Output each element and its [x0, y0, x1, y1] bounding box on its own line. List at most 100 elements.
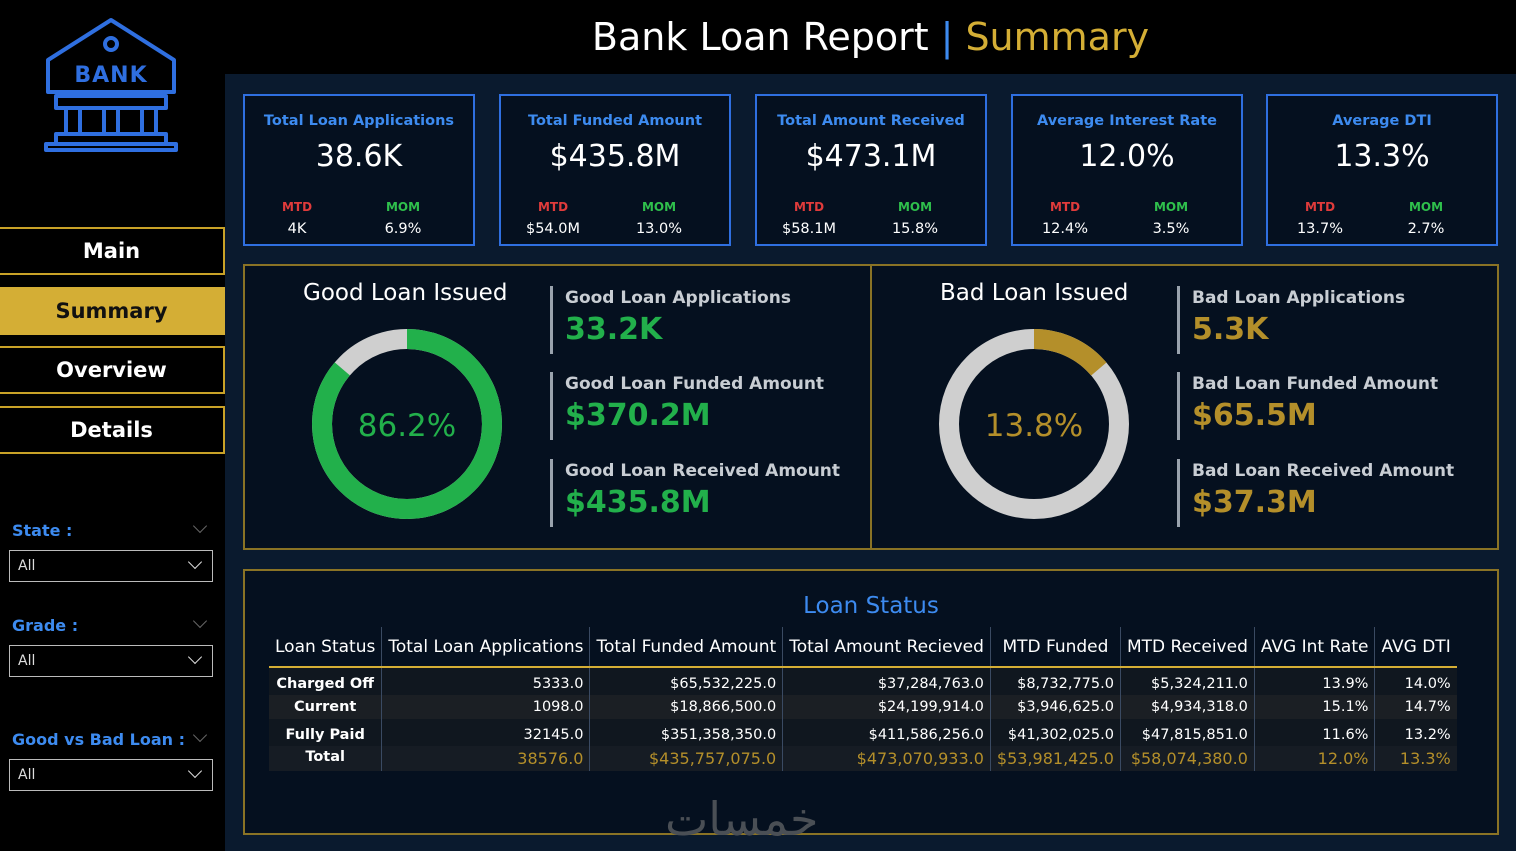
report-title: Bank Loan Report [591, 15, 929, 59]
kpi-card-avg-interest: Average Interest Rate 12.0% MTD MOM 12.4… [1011, 94, 1243, 246]
chevron-down-icon[interactable] [192, 613, 208, 629]
table-cell: $473,070,933.0 [782, 746, 991, 771]
bad-loan-applications-metric: Bad Loan Applications 5.3K [1177, 286, 1405, 354]
good-loan-applications-metric: Good Loan Applications 33.2K [550, 286, 791, 354]
table-cell: 13.3% [1374, 746, 1457, 771]
bad-loan-title: Bad Loan Issued [940, 280, 1129, 306]
kpi-mom-value: 13.0% [635, 221, 683, 237]
table-cell: $37,284,763.0 [782, 667, 991, 695]
kpi-mtd-value: 13.7% [1296, 221, 1344, 237]
kpi-value: 38.6K [315, 139, 403, 174]
logo-text: BANK [74, 63, 147, 88]
table-cell: Fully Paid [269, 719, 383, 746]
table-cell: $3,946,625.0 [990, 695, 1121, 719]
kpi-mom-value: 2.7% [1407, 221, 1445, 237]
column-header[interactable]: MTD Received [1120, 627, 1255, 668]
bad-loan-donut[interactable]: 13.8% [934, 324, 1134, 524]
table-cell: $58,074,380.0 [1120, 746, 1255, 771]
good-bad-filter-select[interactable]: All [9, 759, 213, 791]
table-cell: $8,732,775.0 [990, 667, 1121, 695]
grade-filter-select[interactable]: All [9, 645, 213, 677]
bad-loan-panel: Bad Loan Issued 13.8% Bad Loan Applicati… [870, 264, 1499, 550]
table-cell: $4,934,318.0 [1120, 695, 1255, 719]
kpi-mom-label: MOM [1153, 200, 1189, 214]
kpi-mtd-label: MTD [281, 200, 313, 214]
table-total-row[interactable]: Total 38576.0 $435,757,075.0 $473,070,93… [269, 746, 1457, 771]
column-header[interactable]: Total Loan Applications [381, 627, 591, 668]
table-row[interactable]: Charged Off 5333.0 $65,532,225.0 $37,284… [269, 667, 1457, 695]
table-cell: 1098.0 [381, 695, 591, 719]
kpi-mom-value: 6.9% [384, 221, 422, 237]
kpi-mtd-label: MTD [1304, 200, 1336, 214]
bad-loan-received-metric: Bad Loan Received Amount $37.3M [1177, 459, 1454, 527]
metric-label: Good Loan Received Amount [565, 461, 841, 481]
metric-value: $370.2M [565, 398, 711, 433]
metric-label: Good Loan Funded Amount [565, 374, 825, 394]
column-header[interactable]: MTD Funded [990, 627, 1121, 668]
good-loan-percent: 86.2% [358, 408, 456, 444]
table-cell: Charged Off [269, 667, 383, 695]
kpi-mom-label: MOM [641, 200, 677, 214]
table-cell: 13.9% [1254, 667, 1376, 695]
table-cell: Current [269, 695, 383, 719]
kpi-mom-value: 3.5% [1152, 221, 1190, 237]
metric-value: $37.3M [1192, 485, 1317, 520]
table-cell: $18,866,500.0 [589, 695, 784, 719]
kpi-value: $473.1M [805, 139, 937, 174]
kpi-mtd-value: 4K [287, 221, 307, 237]
metric-value: 33.2K [565, 312, 663, 347]
column-header[interactable]: Loan Status [269, 627, 383, 668]
nav-summary-button[interactable]: Summary [0, 287, 225, 335]
kpi-mtd-value: $58.1M [781, 221, 837, 237]
kpi-title: Average DTI [1332, 113, 1432, 129]
nav-details-button[interactable]: Details [0, 406, 225, 454]
table-cell: $351,358,350.0 [589, 719, 784, 746]
kpi-mtd-label: MTD [793, 200, 825, 214]
nav-main-button[interactable]: Main [0, 227, 225, 275]
nav-overview-button[interactable]: Overview [0, 346, 225, 394]
column-header[interactable]: AVG Int Rate [1254, 627, 1376, 668]
metric-value: 5.3K [1192, 312, 1269, 347]
table-cell: $435,757,075.0 [589, 746, 784, 771]
state-filter-select[interactable]: All [9, 550, 213, 582]
metric-label: Bad Loan Funded Amount [1192, 374, 1439, 394]
table-cell: $41,302,025.0 [990, 719, 1121, 746]
table-cell: $411,586,256.0 [782, 719, 991, 746]
table-cell: Total [269, 746, 383, 771]
good-loan-donut[interactable]: 86.2% [307, 324, 507, 524]
kpi-mtd-label: MTD [1049, 200, 1081, 214]
chevron-down-icon[interactable] [192, 727, 208, 743]
watermark: خمسات [665, 792, 819, 846]
column-header[interactable]: AVG DTI [1374, 627, 1457, 668]
metric-value: $435.8M [565, 485, 711, 520]
metric-label: Bad Loan Applications [1192, 288, 1406, 308]
loan-status-table: Loan Status Total Loan Applications Tota… [269, 627, 1457, 771]
kpi-value: 13.3% [1334, 139, 1430, 174]
good-loan-donut-arc [312, 329, 502, 519]
table-cell: 12.0% [1254, 746, 1376, 771]
loan-status-title: Loan Status [803, 593, 939, 619]
good-loan-received-metric: Good Loan Received Amount $435.8M [550, 459, 840, 527]
table-cell: 15.1% [1254, 695, 1376, 719]
column-header[interactable]: Total Funded Amount [589, 627, 784, 668]
good-loan-panel: Good Loan Issued 86.2% Good Loan Applica… [243, 264, 872, 550]
good-loan-funded-metric: Good Loan Funded Amount $370.2M [550, 372, 824, 440]
kpi-card-total-applications: Total Loan Applications 38.6K MTD MOM 4K… [243, 94, 475, 246]
metric-label: Bad Loan Received Amount [1192, 461, 1455, 481]
grade-filter-value: All [18, 653, 36, 669]
kpi-mtd-value: $54.0M [525, 221, 581, 237]
kpi-value: $435.8M [549, 139, 681, 174]
table-cell: $47,815,851.0 [1120, 719, 1255, 746]
table-cell: 13.2% [1374, 719, 1457, 746]
chevron-down-icon[interactable] [192, 518, 208, 534]
column-header[interactable]: Total Amount Recieved [782, 627, 991, 668]
good-loan-title: Good Loan Issued [303, 280, 508, 306]
table-cell: $5,324,211.0 [1120, 667, 1255, 695]
bank-icon: BANK [44, 18, 178, 152]
report-subtitle: Summary [965, 15, 1150, 59]
table-row[interactable]: Fully Paid 32145.0 $351,358,350.0 $411,5… [269, 719, 1457, 746]
title-separator: | [940, 15, 954, 59]
table-header-row: Loan Status Total Loan Applications Tota… [269, 627, 1457, 668]
kpi-card-total-received: Total Amount Received $473.1M MTD MOM $5… [755, 94, 987, 246]
table-row[interactable]: Current 1098.0 $18,866,500.0 $24,199,914… [269, 695, 1457, 719]
